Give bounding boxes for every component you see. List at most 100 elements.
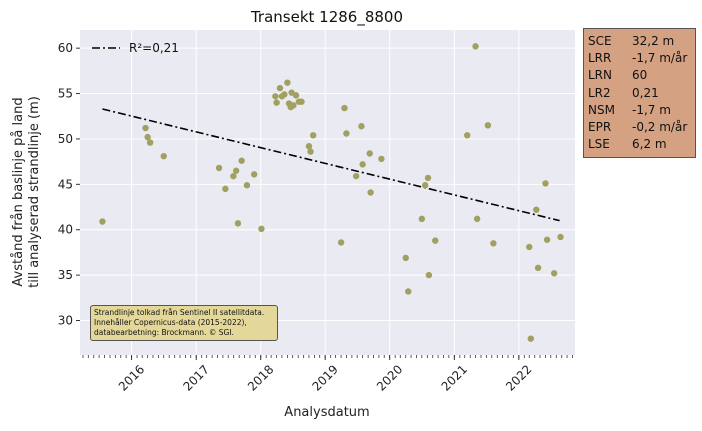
stat-row-lse: LSE 6,2 m — [588, 136, 695, 153]
data-point — [542, 180, 549, 187]
stat-value: 6,2 m — [632, 137, 667, 152]
data-point — [550, 270, 558, 277]
data-point — [343, 130, 350, 137]
data-point — [367, 189, 374, 196]
y-tick-label: 50 — [58, 132, 73, 146]
data-point — [418, 215, 426, 223]
stat-value: 60 — [632, 68, 648, 83]
stat-row-lr2: LR2 0,21 — [588, 85, 695, 102]
x-tick-label: 2018 — [245, 362, 276, 393]
attribution-line: Innehåller Copernicus-data (2015-2022), — [94, 318, 247, 327]
data-point — [526, 243, 533, 251]
y-tick-label: 45 — [58, 177, 73, 191]
data-point — [146, 139, 154, 146]
y-tick-labels: 30 35 40 45 50 55 60 — [58, 41, 80, 328]
data-point — [405, 288, 412, 295]
stat-key: LRR — [588, 51, 612, 66]
stat-value: 32,2 m — [632, 34, 675, 48]
data-point — [292, 92, 300, 99]
y-axis-label: Avstånd från baslinje på land till analy… — [11, 96, 42, 288]
data-point — [543, 236, 551, 243]
data-point — [359, 161, 366, 168]
stat-value: -0,2 m/år — [632, 120, 688, 135]
data-point — [432, 237, 439, 244]
data-point — [243, 182, 251, 189]
data-point — [142, 124, 149, 132]
data-point — [273, 99, 280, 106]
data-points — [99, 43, 564, 342]
data-point — [144, 133, 151, 141]
data-point — [258, 225, 265, 233]
y-tick-label: 35 — [58, 268, 73, 282]
data-point — [358, 123, 365, 130]
x-tick-label: 2022 — [503, 362, 534, 393]
data-point — [464, 132, 471, 139]
x-tick-label: 2017 — [180, 362, 211, 393]
data-point — [490, 240, 497, 247]
attribution-box: Strandlinje tolkad från Sentinel II sate… — [90, 305, 278, 341]
x-tick-label: 2021 — [439, 362, 470, 393]
y-tick-label: 30 — [58, 314, 73, 328]
data-point — [341, 104, 348, 112]
y-tick-label: 60 — [58, 41, 73, 55]
data-point — [160, 152, 167, 160]
x-tick-labels: 2016 2017 2018 2019 2020 2021 2022 — [116, 355, 535, 394]
data-point — [309, 132, 317, 139]
stat-value: -1,7 m — [632, 102, 671, 117]
gridlines — [80, 30, 575, 355]
stat-key: SCE — [588, 34, 612, 48]
attribution-line: Strandlinje tolkad från Sentinel II sate… — [94, 308, 265, 317]
stat-value: -1,7 m/år — [632, 51, 688, 66]
legend: R²=0,21 — [92, 41, 179, 55]
data-point — [557, 233, 564, 241]
data-point — [352, 172, 360, 180]
data-point — [366, 150, 373, 157]
stat-row-nsm: NSM -1,7 m — [588, 102, 695, 119]
data-point — [472, 43, 479, 50]
x-axis-label: Analysdatum — [284, 405, 369, 420]
data-point — [527, 335, 535, 342]
x-tick-label: 2019 — [309, 362, 340, 393]
data-point — [402, 254, 409, 262]
attribution-line: databearbetning: Brockmann. © SGI. — [94, 328, 234, 337]
x-tick-label: 2016 — [116, 362, 147, 393]
data-point — [534, 264, 542, 272]
stat-key: EPR — [588, 120, 612, 135]
data-point — [234, 220, 242, 227]
data-point — [230, 172, 237, 180]
data-point — [298, 98, 305, 105]
data-point — [421, 182, 429, 189]
stat-row-lrr: LRR -1,7 m/år — [588, 50, 695, 67]
trendline — [102, 108, 560, 222]
stat-row-lrn: LRN 60 — [588, 67, 695, 84]
plot-area — [80, 30, 575, 355]
x-tick-label: 2020 — [374, 362, 405, 393]
y-tick-label: 55 — [58, 87, 73, 101]
data-point — [305, 143, 313, 150]
data-point — [484, 122, 492, 129]
y-axis-label-line-1: Avstånd från baslinje på land — [11, 97, 26, 286]
data-point — [290, 102, 297, 109]
data-point — [215, 164, 223, 172]
stat-key: NSM — [588, 102, 615, 117]
data-point — [425, 271, 433, 279]
data-point — [222, 185, 229, 193]
stat-row-epr: EPR -0,2 m/år — [588, 119, 695, 136]
stat-key: LSE — [588, 137, 610, 152]
legend-label: R²=0,21 — [129, 41, 179, 55]
data-point — [99, 218, 106, 225]
data-point — [276, 84, 284, 92]
trendline-group — [102, 108, 560, 222]
data-point — [307, 148, 314, 155]
stat-value: 0,21 — [632, 85, 659, 100]
data-point — [473, 215, 481, 223]
chart-title: Transekt 1286_8800 — [250, 8, 403, 27]
y-tick-label: 40 — [58, 223, 73, 237]
y-axis-label-line-2: till analyserad strandlinje (m) — [27, 96, 42, 288]
minor-ticks — [82, 355, 573, 358]
stat-key: LR2 — [588, 85, 611, 100]
statistics-box: SCE 32,2 m LRR -1,7 m/år LRN 60 LR2 0,21 NSM -1,7… — [583, 28, 696, 158]
stat-key: LRN — [588, 68, 612, 83]
data-point — [337, 239, 345, 246]
